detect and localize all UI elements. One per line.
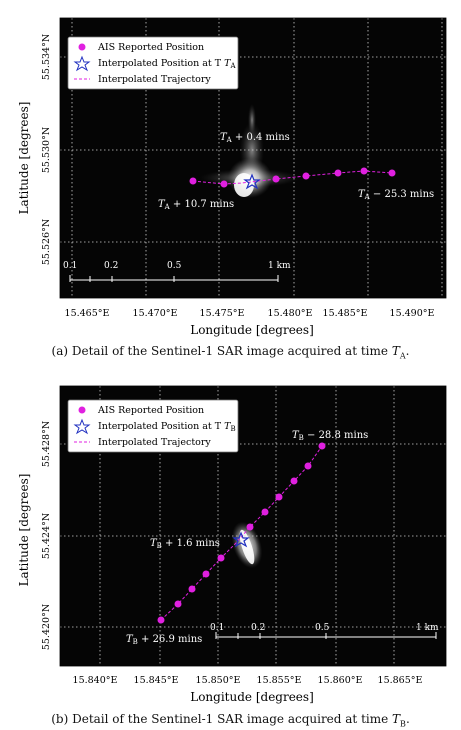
- x-axis-label: Longitude [degrees]: [190, 690, 314, 704]
- x-tick-label: 15.475°E: [200, 308, 245, 319]
- legend-item: AIS Reported Position: [97, 405, 204, 416]
- x-tick-label: 15.470°E: [133, 308, 178, 319]
- ais-point: [318, 442, 326, 450]
- annotation-b-2: TB + 1.6 mins: [150, 538, 220, 550]
- scale-label: 0.5: [167, 261, 182, 271]
- plot-frame-a: [59, 17, 447, 299]
- scale-label: 0.5: [315, 623, 330, 633]
- ais-points-a: [189, 167, 396, 188]
- ais-point: [272, 175, 280, 183]
- x-tick-label: 15.480°E: [268, 308, 313, 319]
- y-tick-label: 55.428°N: [41, 421, 52, 467]
- annotation-b-3: TB + 26.9 mins: [126, 634, 202, 646]
- star-icon: [243, 173, 261, 190]
- legend-item: AIS Reported Position: [97, 42, 204, 53]
- interpolated-trajectory-a: [192, 170, 393, 185]
- star-icon: [73, 55, 91, 72]
- star-icon: [232, 531, 250, 548]
- ais-point: [261, 508, 269, 516]
- x-tick-label: 15.490°E: [390, 308, 435, 319]
- annotation-a-1: TA + 0.4 mins: [220, 132, 290, 144]
- scale-bar-b: 0.1 0.2 0.5 1 km: [210, 623, 439, 639]
- figure-b: TB − 28.8 mins TB + 1.6 mins TB + 26.9 m…: [17, 385, 447, 704]
- caption-a: (a) Detail of the Sentinel-1 SAR image a…: [51, 344, 410, 361]
- legend-item: Interpolated Trajectory: [98, 437, 211, 448]
- ais-points-b: [157, 442, 326, 624]
- scale-label: 1 km: [416, 623, 439, 633]
- annotation-a-3: TA − 25.3 mins: [358, 189, 434, 201]
- x-tick-label: 15.465°E: [65, 308, 110, 319]
- ais-point: [174, 600, 182, 608]
- caption-b: (b) Detail of the Sentinel-1 SAR image a…: [51, 712, 410, 729]
- x-tick-label: 15.860°E: [318, 675, 363, 686]
- ais-point: [290, 477, 298, 485]
- legend-item: Interpolated Position at T TA: [98, 58, 236, 70]
- x-tick-label: 15.855°E: [257, 675, 302, 686]
- star-icon: [73, 418, 91, 435]
- y-tick-label: 55.530°N: [41, 127, 52, 173]
- ais-point: [189, 177, 197, 185]
- scale-label: 1 km: [268, 261, 291, 271]
- scale-label: 0.2: [251, 623, 265, 633]
- ais-point: [217, 554, 225, 562]
- legend-b: AIS Reported Position Interpolated Posit…: [67, 399, 239, 453]
- plot-frame-b: [59, 385, 447, 667]
- y-tick-label: 55.534°N: [41, 34, 52, 80]
- y-tick-label: 55.420°N: [41, 604, 52, 650]
- y-tick-label: 55.424°N: [41, 513, 52, 559]
- x-axis-label: Longitude [degrees]: [190, 323, 314, 337]
- y-tick-label: 55.526°N: [41, 219, 52, 265]
- ais-point: [275, 493, 283, 501]
- legend-a: AIS Reported Position Interpolated Posit…: [67, 36, 239, 90]
- legend-item: Interpolated Trajectory: [98, 74, 211, 85]
- figure-a: TA + 0.4 mins TA + 10.7 mins TA − 25.3 m…: [17, 17, 447, 337]
- y-axis-label: Latitude [degrees]: [17, 474, 31, 587]
- ais-point: [388, 169, 396, 177]
- legend-item: Interpolated Position at T TB: [98, 421, 236, 433]
- ais-point: [220, 180, 228, 188]
- scale-label: 0.1: [63, 261, 77, 271]
- ais-point: [304, 462, 312, 470]
- scale-label: 0.2: [104, 261, 118, 271]
- ais-point: [302, 172, 310, 180]
- scale-label: 0.1: [210, 623, 224, 633]
- ais-point: [246, 523, 254, 531]
- annotation-b-1: TB − 28.8 mins: [292, 430, 368, 442]
- ais-point: [157, 616, 165, 624]
- scale-bar-a: 0.1 0.2 0.5 1 km: [63, 261, 291, 282]
- x-tick-label: 15.845°E: [134, 675, 179, 686]
- ais-point: [202, 570, 210, 578]
- x-tick-label: 15.840°E: [73, 675, 118, 686]
- x-tick-label: 15.865°E: [378, 675, 423, 686]
- y-axis-label: Latitude [degrees]: [17, 102, 31, 215]
- x-tick-label: 15.850°E: [196, 675, 241, 686]
- ais-point: [188, 585, 196, 593]
- ais-point: [360, 167, 368, 175]
- ais-point: [334, 169, 342, 177]
- annotation-a-2: TA + 10.7 mins: [158, 199, 234, 211]
- x-tick-label: 15.485°E: [323, 308, 368, 319]
